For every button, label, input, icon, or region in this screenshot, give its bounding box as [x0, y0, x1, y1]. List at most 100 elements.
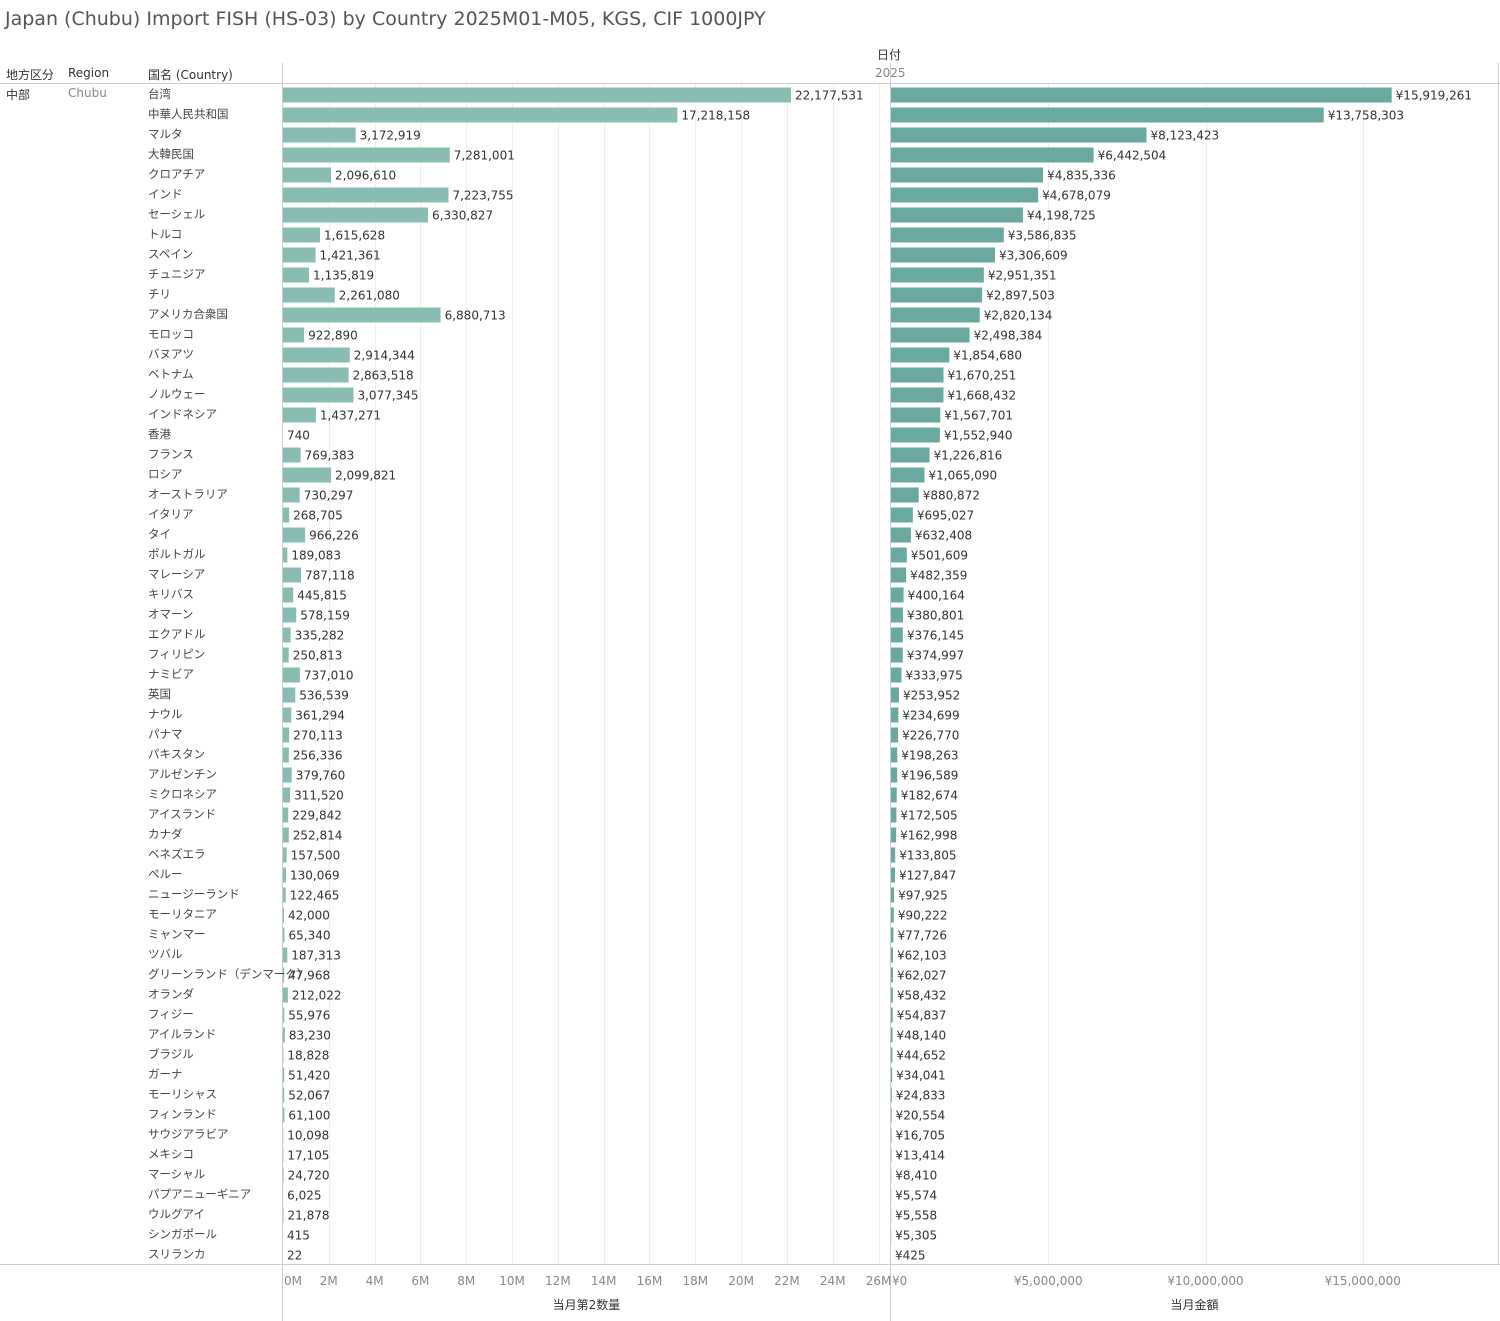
- country-label: ペルー: [148, 867, 183, 881]
- data-label: ¥1,670,251: [948, 369, 1017, 383]
- country-label: パキスタン: [148, 747, 205, 761]
- bar: [891, 1007, 893, 1023]
- data-label: ¥90,222: [898, 909, 948, 923]
- bar: [283, 507, 290, 523]
- data-label: ¥400,164: [908, 589, 965, 603]
- data-label: ¥48,140: [897, 1029, 947, 1043]
- data-label: 6,025: [287, 1189, 321, 1203]
- bar: [891, 927, 894, 943]
- bar: [891, 247, 995, 263]
- bar: [891, 307, 980, 323]
- bar: [283, 1207, 284, 1223]
- data-label: 130,069: [290, 869, 340, 883]
- data-label: 737,010: [304, 669, 354, 683]
- bar: [891, 947, 893, 963]
- bar: [891, 827, 897, 843]
- data-label: ¥482,359: [910, 569, 967, 583]
- country-label: ノルウェー: [148, 387, 206, 401]
- country-label: ロシア: [148, 467, 183, 481]
- data-label: ¥16,705: [896, 1129, 946, 1143]
- data-label: 42,000: [288, 909, 330, 923]
- x-tick-label: ¥15,000,000: [1325, 1274, 1401, 1288]
- data-label: 22: [287, 1249, 302, 1263]
- data-label: 189,083: [291, 549, 341, 563]
- country-label: インドネシア: [148, 407, 217, 421]
- data-label: ¥127,847: [899, 869, 956, 883]
- bar: [891, 267, 984, 283]
- bar: [891, 427, 940, 443]
- data-label: ¥380,801: [907, 609, 964, 623]
- data-label: ¥501,609: [911, 549, 968, 563]
- bar: [283, 1167, 284, 1183]
- bar: [891, 87, 1392, 103]
- x-tick-label: 10M: [499, 1274, 525, 1288]
- country-label: 台湾: [148, 87, 171, 101]
- data-label: 24,720: [288, 1169, 330, 1183]
- bar: [283, 607, 297, 623]
- data-label: ¥133,805: [899, 849, 956, 863]
- country-label: ベネズエラ: [148, 847, 206, 861]
- country-label: オランダ: [148, 987, 194, 1001]
- bar: [283, 467, 332, 483]
- bar: [891, 287, 983, 303]
- country-label: モーリシャス: [148, 1087, 217, 1101]
- data-label: ¥4,198,725: [1027, 209, 1096, 223]
- data-label: 268,705: [293, 509, 343, 523]
- bar: [891, 807, 897, 823]
- bar: [283, 807, 289, 823]
- country-label: イタリア: [148, 507, 194, 521]
- x-tick-label: 6M: [411, 1274, 429, 1288]
- country-label: 中華人民共和国: [148, 107, 229, 121]
- data-label: 769,383: [305, 449, 355, 463]
- bar: [283, 727, 290, 743]
- country-label: フランス: [148, 447, 194, 461]
- bar: [283, 947, 288, 963]
- country-label: 香港: [148, 427, 171, 441]
- data-label: 22,177,531: [795, 89, 864, 103]
- data-label: 229,842: [292, 809, 342, 823]
- country-label: 大韓民国: [148, 147, 194, 161]
- bar: [891, 167, 1044, 183]
- country-label: ミクロネシア: [148, 787, 217, 801]
- country-label: フィリピン: [148, 647, 205, 661]
- data-label: ¥6,442,504: [1098, 149, 1167, 163]
- country-label: ブラジル: [148, 1047, 194, 1061]
- data-label: 335,282: [295, 629, 345, 643]
- data-label: 7,223,755: [452, 189, 513, 203]
- country-label: ガーナ: [148, 1067, 183, 1081]
- data-label: 21,878: [288, 1209, 330, 1223]
- country-label: パナマ: [148, 727, 183, 741]
- country-label: カナダ: [148, 827, 183, 841]
- bar: [891, 707, 899, 723]
- bar: [283, 527, 306, 543]
- bar: [283, 327, 305, 343]
- bar: [283, 167, 332, 183]
- data-label: 270,113: [293, 729, 343, 743]
- data-label: 578,159: [300, 609, 350, 623]
- data-label: ¥3,586,835: [1008, 229, 1077, 243]
- data-label: ¥2,951,351: [988, 269, 1057, 283]
- bar: [283, 1087, 285, 1103]
- data-label: ¥5,305: [895, 1229, 937, 1243]
- data-label: ¥34,041: [896, 1069, 946, 1083]
- data-label: ¥62,103: [897, 949, 947, 963]
- bar: [283, 547, 288, 563]
- data-label: ¥15,919,261: [1396, 89, 1472, 103]
- date-header: 日付: [877, 48, 902, 62]
- country-label: キリバス: [148, 587, 194, 601]
- data-label: ¥5,574: [895, 1189, 937, 1203]
- bar: [283, 1067, 285, 1083]
- bar: [891, 527, 911, 543]
- data-label: ¥162,998: [900, 829, 957, 843]
- country-label: エクアドル: [148, 627, 206, 641]
- data-label: ¥425: [895, 1249, 926, 1263]
- bar: [891, 207, 1024, 223]
- country-label: ニュージーランド: [148, 887, 240, 901]
- data-label: ¥2,820,134: [984, 309, 1053, 323]
- data-label: 922,890: [308, 329, 358, 343]
- region-jp-value: 中部: [6, 88, 31, 102]
- data-label: ¥374,997: [907, 649, 964, 663]
- bar: [283, 667, 300, 683]
- country-label: オマーン: [148, 607, 193, 621]
- data-label: 445,815: [297, 589, 347, 603]
